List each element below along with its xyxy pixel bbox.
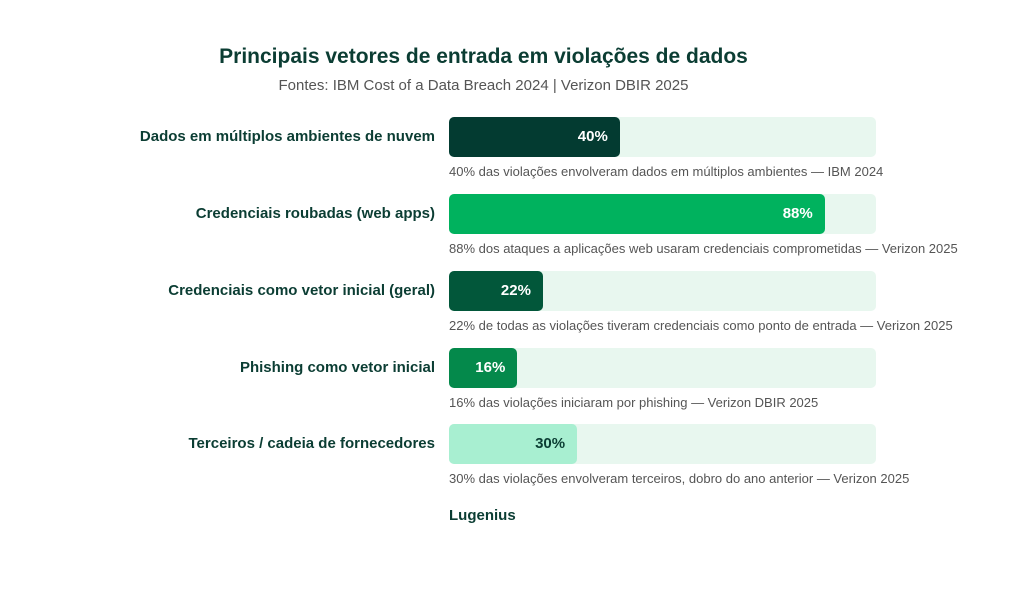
bar-note: 30% das violações envolveram terceiros, … — [449, 471, 910, 486]
bar-track: 88% — [449, 194, 876, 234]
bar-track: 30% — [449, 424, 876, 464]
bar-note: 22% de todas as violações tiveram creden… — [449, 318, 953, 333]
value-label: 22% — [500, 282, 531, 299]
bar: 16% — [449, 348, 518, 388]
bar-note: 40% das violações envolveram dados em mú… — [449, 164, 884, 179]
chart-title: Principais vetores de entrada em violaçõ… — [219, 45, 748, 68]
bar-track: 22% — [449, 271, 876, 311]
bar-track: 16% — [449, 348, 876, 388]
bar-row: Dados em múltiplos ambientes de nuvem 40%… — [0, 117, 967, 187]
bar-row: Credenciais roubadas (web apps) 88% 88% do… — [0, 194, 967, 264]
bar-note: 88% dos ataques a aplicações web usaram … — [449, 241, 958, 256]
category-label: Phishing como vetor inicial — [239, 359, 435, 376]
value-label: 16% — [475, 359, 506, 376]
chart-subtitle: Fontes: IBM Cost of a Data Breach 2024 |… — [278, 77, 689, 94]
value-label: 30% — [535, 435, 566, 452]
value-label: 40% — [577, 128, 608, 145]
category-label: Credenciais roubadas (web apps) — [195, 205, 435, 222]
bar: 30% — [449, 424, 578, 464]
bar-row: Credenciais como vetor inicial (geral) 22… — [0, 271, 967, 341]
bar: 88% — [449, 194, 825, 234]
bar: 22% — [449, 271, 543, 311]
brand-logo-text: Lugenius — [449, 507, 516, 524]
bar-row: Phishing como vetor inicial 16% 16% das vi… — [0, 348, 967, 418]
category-label: Terceiros / cadeia de fornecedores — [188, 435, 436, 452]
category-label: Dados em múltiplos ambientes de nuvem — [139, 128, 435, 145]
bar-note: 16% das violações iniciaram por phishing… — [449, 395, 819, 410]
bar-track: 40% — [449, 117, 876, 157]
value-label: 88% — [782, 205, 813, 222]
category-label: Credenciais como vetor inicial (geral) — [168, 282, 435, 299]
bar: 40% — [449, 117, 620, 157]
bar-row: Terceiros / cadeia de fornecedores 30% 30%… — [0, 424, 967, 494]
